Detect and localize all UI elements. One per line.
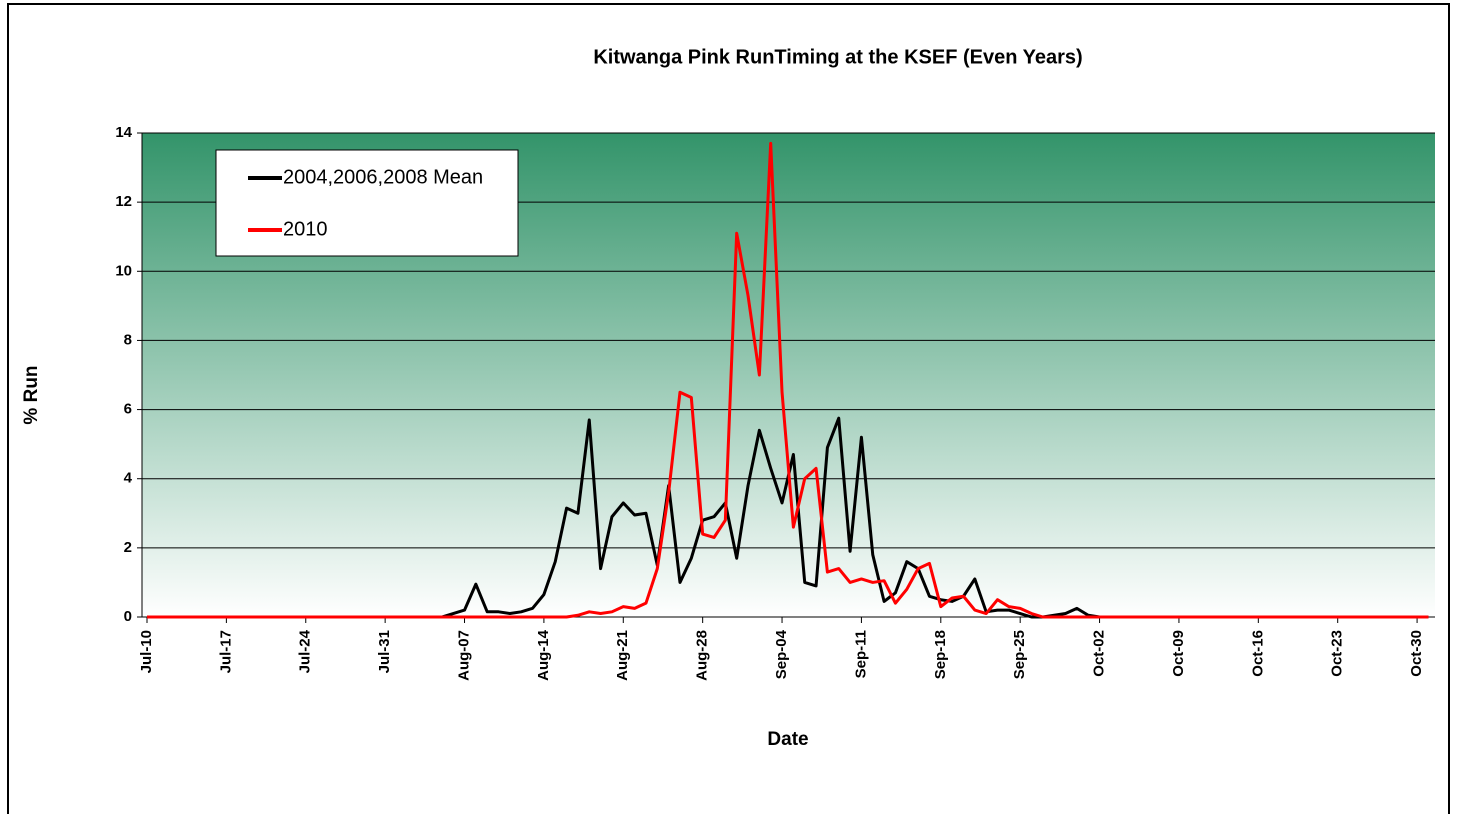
x-axis-label: Date (767, 729, 808, 750)
x-tick-label: Sep-11 (852, 630, 869, 678)
y-tick-label: 4 (124, 470, 133, 487)
y-tick-label: 6 (124, 401, 132, 418)
x-tick-label: Aug-07 (455, 630, 472, 681)
y-tick-label: 14 (115, 124, 132, 141)
x-tick-label: Sep-25 (1011, 630, 1028, 679)
legend-box (215, 149, 519, 257)
legend-label: 2004,2006,2008 Mean (283, 166, 483, 188)
x-tick-label: Jul-10 (138, 630, 155, 673)
x-tick-label: Sep-18 (932, 630, 949, 679)
x-tick-label: Oct-09 (1170, 630, 1187, 677)
series-line (147, 141, 1429, 619)
x-tick-label: Aug-21 (614, 630, 631, 681)
x-tick-label: Oct-23 (1329, 630, 1346, 677)
y-tick-label: 0 (124, 608, 132, 625)
chart-title: Kitwanga Pink RunTiming at the KSEF (Eve… (593, 46, 1082, 68)
x-tick-label: Aug-28 (694, 630, 711, 681)
x-tick-label: Oct-02 (1091, 630, 1108, 677)
x-tick-label: Oct-30 (1408, 630, 1425, 677)
x-tick-label: Jul-31 (376, 630, 393, 673)
y-tick-label: 2 (124, 539, 132, 556)
x-tick-label: Aug-14 (535, 629, 552, 680)
legend-label: 2010 (283, 218, 328, 240)
y-axis-label: % Run (21, 365, 42, 424)
x-tick-label: Jul-24 (297, 629, 314, 673)
y-tick-label: 10 (115, 262, 132, 279)
x-tick-label: Jul-17 (217, 630, 234, 673)
x-tick-label: Oct-16 (1249, 630, 1266, 677)
y-tick-label: 12 (115, 193, 132, 210)
y-tick-label: 8 (124, 331, 132, 348)
x-tick-label: Sep-04 (773, 629, 790, 679)
